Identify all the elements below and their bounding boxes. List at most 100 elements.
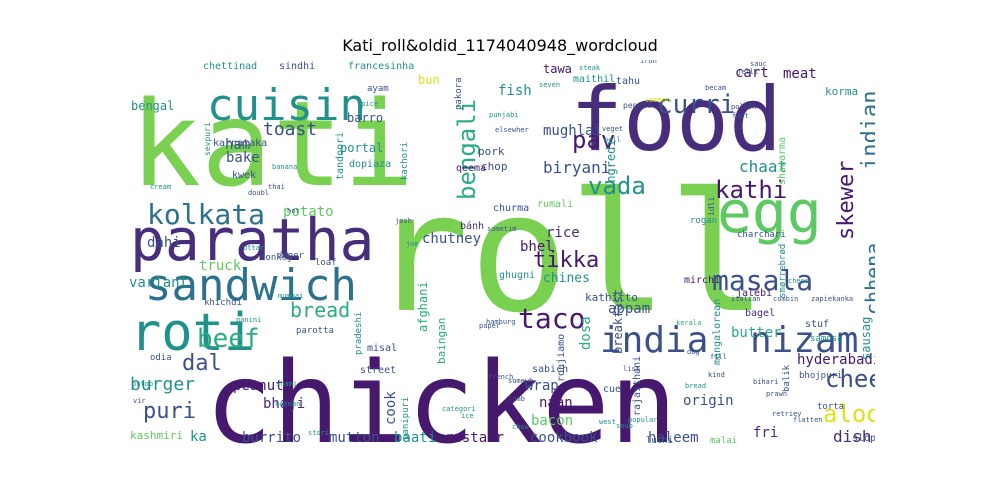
word: kathitto: [585, 291, 638, 304]
word: chow: [512, 423, 530, 431]
word: doubl: [248, 189, 269, 197]
word: restaur: [445, 430, 504, 445]
word: kashmiri: [130, 429, 183, 442]
word: sometim: [487, 225, 517, 233]
word: ayam: [367, 84, 389, 94]
word: hyderabadi: [797, 352, 875, 368]
word: seven: [539, 81, 560, 89]
word: aloo: [823, 400, 875, 428]
word: india: [600, 320, 708, 361]
word: torta: [817, 402, 844, 412]
word: toast: [263, 119, 317, 140]
word: sloppi: [852, 433, 875, 444]
word: roujiamo: [556, 334, 567, 382]
word: panini: [236, 316, 261, 324]
word: ka: [190, 429, 207, 445]
word: bhaji: [263, 396, 305, 412]
word: categori: [442, 405, 476, 413]
word: pav: [572, 126, 615, 154]
word: stuf: [805, 319, 829, 330]
word: pakora: [454, 77, 464, 110]
word: tandoori: [335, 132, 346, 180]
word: mutton: [329, 430, 380, 445]
word: peanut: [233, 378, 284, 394]
word: cuisin: [207, 80, 366, 131]
word: variant: [129, 275, 188, 291]
word: rice: [546, 225, 580, 241]
word: tawa: [543, 62, 572, 76]
word: barro: [347, 111, 383, 125]
word: flatten: [793, 416, 823, 424]
word: dish: [833, 427, 872, 445]
word: kerala: [676, 319, 701, 327]
word: retriev: [772, 410, 802, 418]
word: balik: [782, 364, 792, 392]
word: loaf: [315, 258, 337, 268]
word: baati: [394, 430, 436, 445]
word: cookbook: [530, 430, 598, 445]
word: hot: [287, 207, 300, 215]
word: food: [570, 68, 782, 171]
word: bread: [685, 382, 706, 390]
word: uttar: [243, 244, 264, 252]
word: afghani: [416, 281, 430, 332]
word: luchi: [646, 436, 673, 445]
word: butter: [731, 325, 782, 341]
word: punjabi: [489, 111, 519, 119]
word: vir: [133, 397, 146, 405]
word: bhel: [520, 239, 554, 255]
word: french: [488, 373, 513, 381]
word: sauc: [750, 60, 767, 68]
word: maithil: [573, 74, 615, 85]
word: list: [623, 365, 640, 373]
word: shawarma: [777, 137, 788, 185]
word: mirchi: [684, 275, 720, 286]
word: truck: [199, 258, 242, 274]
word: sindhi: [279, 61, 315, 72]
word: octob: [132, 380, 153, 388]
word: francesinha: [348, 61, 414, 72]
word: ingredi: [604, 139, 618, 190]
word: appam: [608, 301, 650, 317]
word: curri: [657, 90, 735, 120]
word: cart: [735, 65, 769, 81]
word: wrap: [525, 378, 559, 394]
word: smørrebrød: [778, 244, 788, 298]
word: baingan: [435, 318, 448, 364]
word: ice: [461, 412, 474, 420]
word: kind: [708, 371, 725, 379]
word: kwek: [232, 170, 256, 181]
word: kathi: [715, 176, 787, 204]
word: malai: [710, 436, 737, 445]
word: naan: [539, 395, 573, 411]
word: bagel: [745, 308, 775, 319]
word: bun: [418, 73, 440, 87]
page-title: Kati_roll&oldid_1174040948_wordcloud: [342, 36, 658, 55]
word: italian: [731, 295, 761, 303]
word: ham: [225, 137, 250, 153]
word: rajasthani: [632, 356, 643, 416]
word: donkey: [260, 253, 293, 263]
word: fish: [498, 83, 532, 99]
word: khichdi: [204, 298, 242, 308]
word: veget: [602, 125, 623, 133]
word: dog: [687, 348, 700, 356]
word: bengali: [453, 99, 481, 200]
word: potato: [283, 204, 334, 220]
word: shami: [276, 380, 297, 388]
word: chees: [788, 277, 809, 285]
word: iron: [640, 60, 657, 65]
word: common: [645, 96, 670, 104]
word: vada: [588, 172, 646, 200]
word: kolkata: [147, 198, 265, 231]
word: korean: [275, 400, 300, 408]
word: qeema: [456, 163, 486, 174]
word: tahu: [616, 76, 640, 87]
word: banana: [272, 163, 297, 171]
word: becam: [705, 84, 726, 92]
word: jelli: [737, 68, 758, 76]
word: cue: [603, 384, 621, 395]
word: pepito: [623, 101, 652, 110]
word: bhojpuri: [799, 371, 842, 381]
word: sandwich: [145, 260, 357, 311]
